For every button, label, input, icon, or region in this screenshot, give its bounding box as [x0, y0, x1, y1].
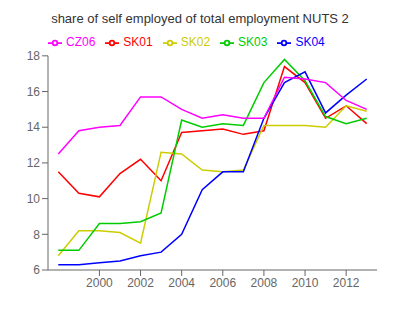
html-text:SK01: SK01	[123, 35, 153, 49]
svg-text:8: 8	[33, 228, 40, 242]
svg-text:2012: 2012	[333, 276, 360, 290]
html-text:CZ06: CZ06	[66, 35, 96, 49]
html-text:share of self employed of tota: share of self employed of total employme…	[51, 11, 349, 26]
svg-text:6: 6	[33, 263, 40, 277]
html-text:SK04: SK04	[295, 35, 325, 49]
svg-text:2006: 2006	[209, 276, 236, 290]
svg-text:2002: 2002	[127, 276, 154, 290]
svg-text:14: 14	[27, 120, 41, 134]
svg-text:2000: 2000	[86, 276, 113, 290]
svg-text:18: 18	[27, 49, 41, 63]
svg-text:16: 16	[27, 85, 41, 99]
svg-text:2004: 2004	[168, 276, 195, 290]
html-text:SK02: SK02	[180, 35, 211, 49]
svg-text:2008: 2008	[251, 276, 278, 290]
html-text:SK03: SK03	[238, 35, 268, 49]
svg-text:10: 10	[27, 192, 41, 206]
svg-text:2010: 2010	[292, 276, 319, 290]
svg-text:12: 12	[27, 156, 41, 170]
